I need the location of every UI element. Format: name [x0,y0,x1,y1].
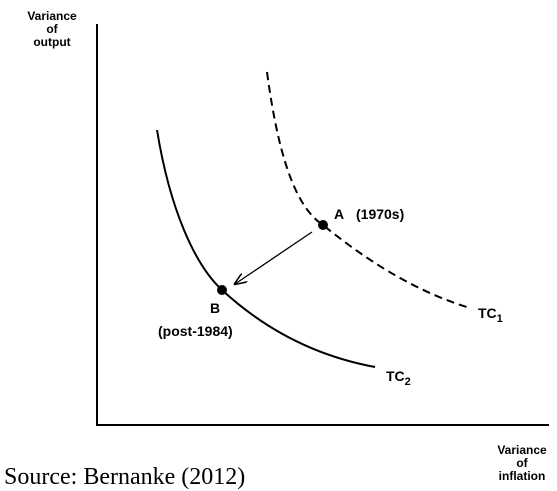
point-b-name: B [210,300,220,316]
y-axis-label: Variance [27,9,77,23]
curve-label: TC [386,368,405,384]
point-b-note: (post-1984) [158,323,233,339]
point-a-name: A [334,206,344,222]
shift-arrow [235,231,313,284]
curve-label: TC [478,305,497,321]
curve-tc1 [266,71,471,309]
x-axis-label: Variance [497,443,547,457]
x-axis-label: inflation [499,469,546,483]
curve-subscript: 1 [497,313,503,325]
point-b [217,285,227,295]
curve-tc1-label: TC1 [478,305,503,325]
curve-subscript: 2 [405,376,411,388]
curve-tc2-label: TC2 [386,368,411,388]
x-axis-label: of [516,456,528,470]
point-a [318,220,328,230]
source: Source: Bernanke (2012) [4,464,245,490]
y-axis-label: of [46,22,58,36]
y-axis-label: output [33,35,70,49]
point-a-note: (1970s) [356,206,404,222]
